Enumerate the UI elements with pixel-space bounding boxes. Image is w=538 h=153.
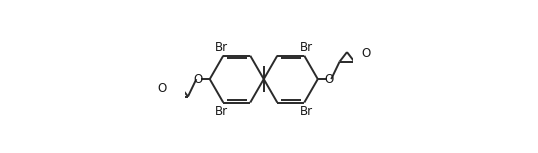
Text: O: O	[194, 73, 203, 86]
Text: Br: Br	[300, 41, 313, 54]
Text: Br: Br	[215, 105, 228, 118]
Text: O: O	[362, 47, 371, 60]
Text: Br: Br	[300, 105, 313, 118]
Text: O: O	[157, 82, 166, 95]
Text: O: O	[324, 73, 334, 86]
Text: Br: Br	[215, 41, 228, 54]
